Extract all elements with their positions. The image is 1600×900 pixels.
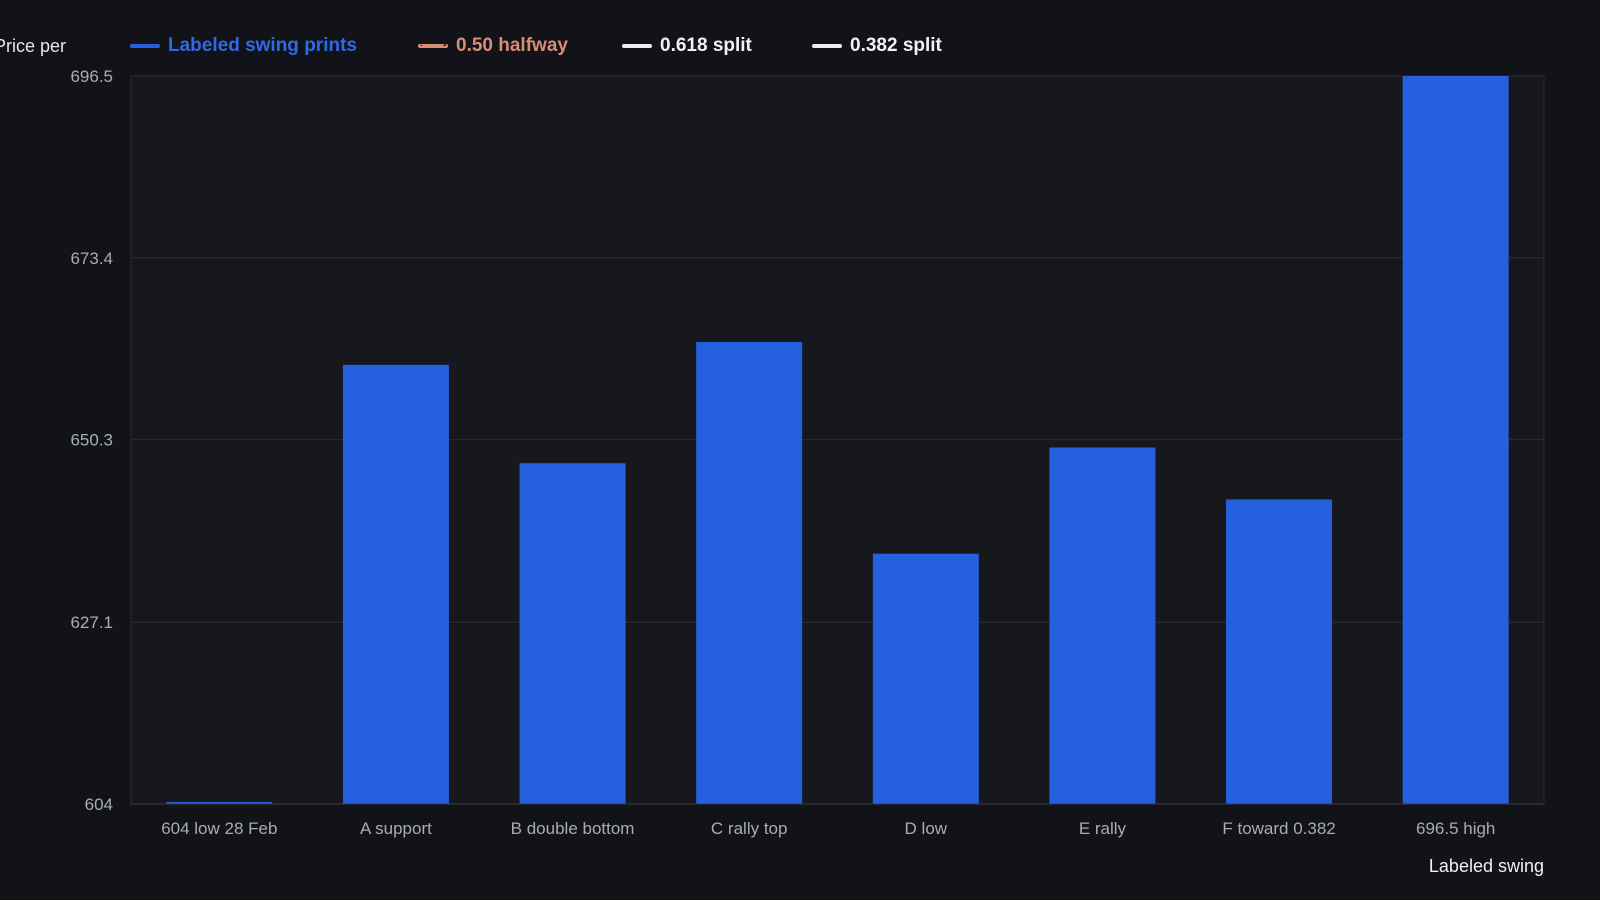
y-tick-label: 696.5 xyxy=(70,67,113,86)
y-tick-label: 673.4 xyxy=(70,249,113,268)
y-tick-label: 627.1 xyxy=(70,613,113,632)
legend-label-swing-prints: Labeled swing prints xyxy=(168,35,357,56)
bar xyxy=(1049,447,1156,804)
bar xyxy=(696,342,803,804)
legend-item-swing-prints[interactable]: Labeled swing prints xyxy=(130,34,357,58)
bar xyxy=(1226,499,1333,804)
y-tick-label: 650.3 xyxy=(70,431,113,450)
legend-item-0618-split[interactable]: 0.618 split xyxy=(622,34,752,58)
legend-swatch-0382-split xyxy=(812,44,842,48)
legend-swatch-0618-split xyxy=(622,44,652,48)
bar xyxy=(166,802,273,804)
x-tick-label: C rally top xyxy=(711,819,788,838)
x-tick-label: 696.5 high xyxy=(1416,819,1495,838)
x-axis-title: Labeled swing xyxy=(1428,856,1544,876)
legend-label-halfway: 0.50 halfway xyxy=(456,35,568,56)
x-tick-label: A support xyxy=(360,819,432,838)
legend-item-halfway[interactable]: 0.50 halfway xyxy=(418,34,568,58)
bar xyxy=(342,364,449,804)
x-tick-label: D low xyxy=(905,819,948,838)
y-tick-label: 604 xyxy=(85,795,113,814)
x-tick-label: B double bottom xyxy=(511,819,635,838)
bar xyxy=(1402,76,1509,804)
legend-label-0382-split: 0.382 split xyxy=(850,35,942,56)
x-tick-label: 604 low 28 Feb xyxy=(161,819,277,838)
legend-label-0618-split: 0.618 split xyxy=(660,35,752,56)
bar xyxy=(872,553,979,804)
legend-swatch-swing-prints xyxy=(130,44,160,48)
y-axis-title: Price per bushel, ¢/bu xyxy=(0,36,67,56)
x-tick-label: F toward 0.382 xyxy=(1222,819,1335,838)
legend-swatch-halfway xyxy=(418,44,448,48)
bar xyxy=(519,463,626,804)
legend-item-0382-split[interactable]: 0.382 split xyxy=(812,34,942,58)
x-tick-label: E rally xyxy=(1079,819,1127,838)
